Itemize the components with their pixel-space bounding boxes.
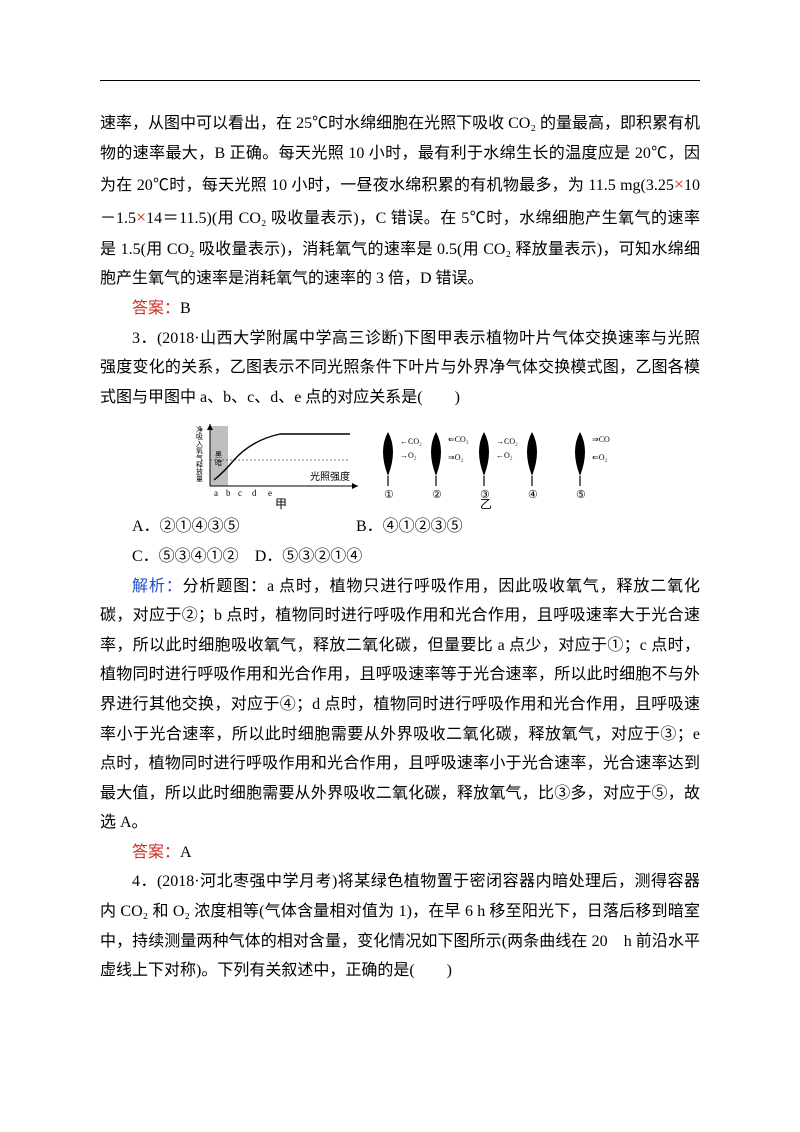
leaf5-o2: ⇐O₂ [592, 453, 607, 462]
q3-option-c: C．⑤③④①② [132, 548, 239, 565]
leaf-4: ④ [527, 432, 538, 501]
page-root: 速率，从图中可以看出，在 25℃时水绵细胞在光照下吸收 CO₂ 的量最高，即积累… [0, 0, 800, 1132]
leaf-5: ⇒CO₂ ⇐O₂ ⑤ [575, 432, 610, 501]
q3-figure: 净吸入氧气释放量 黑暗 a b c d e 光照强度 甲 [100, 418, 700, 510]
tick-e: e [268, 488, 272, 498]
q2-text-a: 速率，从图中可以看出，在 25℃时水绵细胞在光照下吸收 CO₂ 的量最高，即积累… [100, 115, 700, 194]
leaf5-id: ⑤ [576, 489, 586, 501]
x-axis-label: 光照强度 [310, 470, 350, 483]
leaf1-co2: ←CO₂ [400, 437, 422, 446]
tick-d: d [252, 488, 257, 498]
times-symbol-2: × [136, 207, 146, 227]
analysis-label: 解析： [132, 578, 183, 595]
panel-jia: 净吸入氧气释放量 黑暗 a b c d e 光照强度 甲 [196, 424, 358, 510]
q3-prefix: 3．(2018· [132, 330, 200, 347]
top-rule [100, 80, 700, 81]
q3-figure-svg: 净吸入氧气释放量 黑暗 a b c d e 光照强度 甲 [190, 418, 610, 510]
panel-label-yi: 乙 [480, 497, 492, 510]
panel-label-jia: 甲 [275, 497, 287, 510]
leaf2-co2: ⇐CO₂ [448, 435, 469, 444]
leaf2-id: ② [432, 489, 442, 501]
q3-options-row1: A．②①④③⑤ B．④①②③⑤ [100, 512, 700, 542]
leaf-2: ⇐CO₂ ⇒O₂ ② [431, 432, 469, 501]
q3-answer-line: 答案：A [100, 838, 700, 868]
q2-continuation: 速率，从图中可以看出，在 25℃时水绵细胞在光照下吸收 CO₂ 的量最高，即积累… [100, 109, 700, 294]
leaf1-id: ① [384, 489, 394, 501]
leaf-3: →CO₂ ←O₂ ③ [479, 432, 518, 501]
q3-analysis-text: 分析题图：a 点时，植物只进行呼吸作用，因此吸收氧气，释放二氧化碳，对应于②；b… [100, 578, 700, 832]
leaf5-co2: ⇒CO₂ [592, 435, 610, 444]
answer-label: 答案： [132, 300, 180, 317]
q3-option-b: B．④①②③⑤ [356, 512, 463, 542]
panel-yi: ←CO₂ →O₂ ① ⇐CO₂ ⇒O₂ ② →CO₂ ←O₂ [383, 432, 610, 510]
q4-stem: 4．(2018·河北枣强中学月考)将某绿色植物置于密闭容器内暗处理后，测得容器内… [100, 867, 700, 985]
q2-answer-value: B [180, 300, 191, 317]
tick-a: a [214, 488, 218, 498]
q3-analysis: 解析：分析题图：a 点时，植物只进行呼吸作用，因此吸收氧气，释放二氧化碳，对应于… [100, 572, 700, 838]
leaf1-o2: →O₂ [400, 451, 417, 460]
leaf-1: ←CO₂ →O₂ ① [383, 432, 422, 501]
q3-option-a: A．②①④③⑤ [132, 512, 324, 542]
leaf3-o2: ←O₂ [496, 451, 513, 460]
tick-b: b [226, 488, 231, 498]
y-label: 净吸入氧气释放量 [196, 425, 203, 483]
dark-label: 黑暗 [215, 451, 222, 467]
q3-option-d: D．⑤③②①④ [255, 548, 363, 565]
q3-options-row2: C．⑤③④①② D．⑤③②①④ [100, 542, 700, 572]
q2-text-c: 14＝11.5)(用 CO₂ 吸收量表示)，C 错误。在 5℃时，水绵细胞产生氧… [100, 210, 700, 287]
leaf2-o2: ⇒O₂ [448, 453, 463, 462]
leaf4-id: ④ [528, 489, 538, 501]
q3-source: 山西大学附属中学高三诊断 [200, 330, 398, 347]
leaf3-co2: →CO₂ [496, 437, 518, 446]
q4-prefix: 4．(2018· [132, 873, 200, 890]
tick-c: c [238, 488, 242, 498]
answer-label: 答案： [132, 844, 180, 861]
x-arrow-icon [352, 483, 358, 489]
q3-stem: 3．(2018·山西大学附属中学高三诊断)下图甲表示植物叶片气体交换速率与光照强… [100, 324, 700, 413]
times-symbol-1: × [674, 174, 684, 194]
q4-source: 河北枣强中学月考 [200, 873, 332, 890]
q3-answer-value: A [180, 844, 192, 861]
q2-answer-line: 答案：B [100, 294, 700, 324]
